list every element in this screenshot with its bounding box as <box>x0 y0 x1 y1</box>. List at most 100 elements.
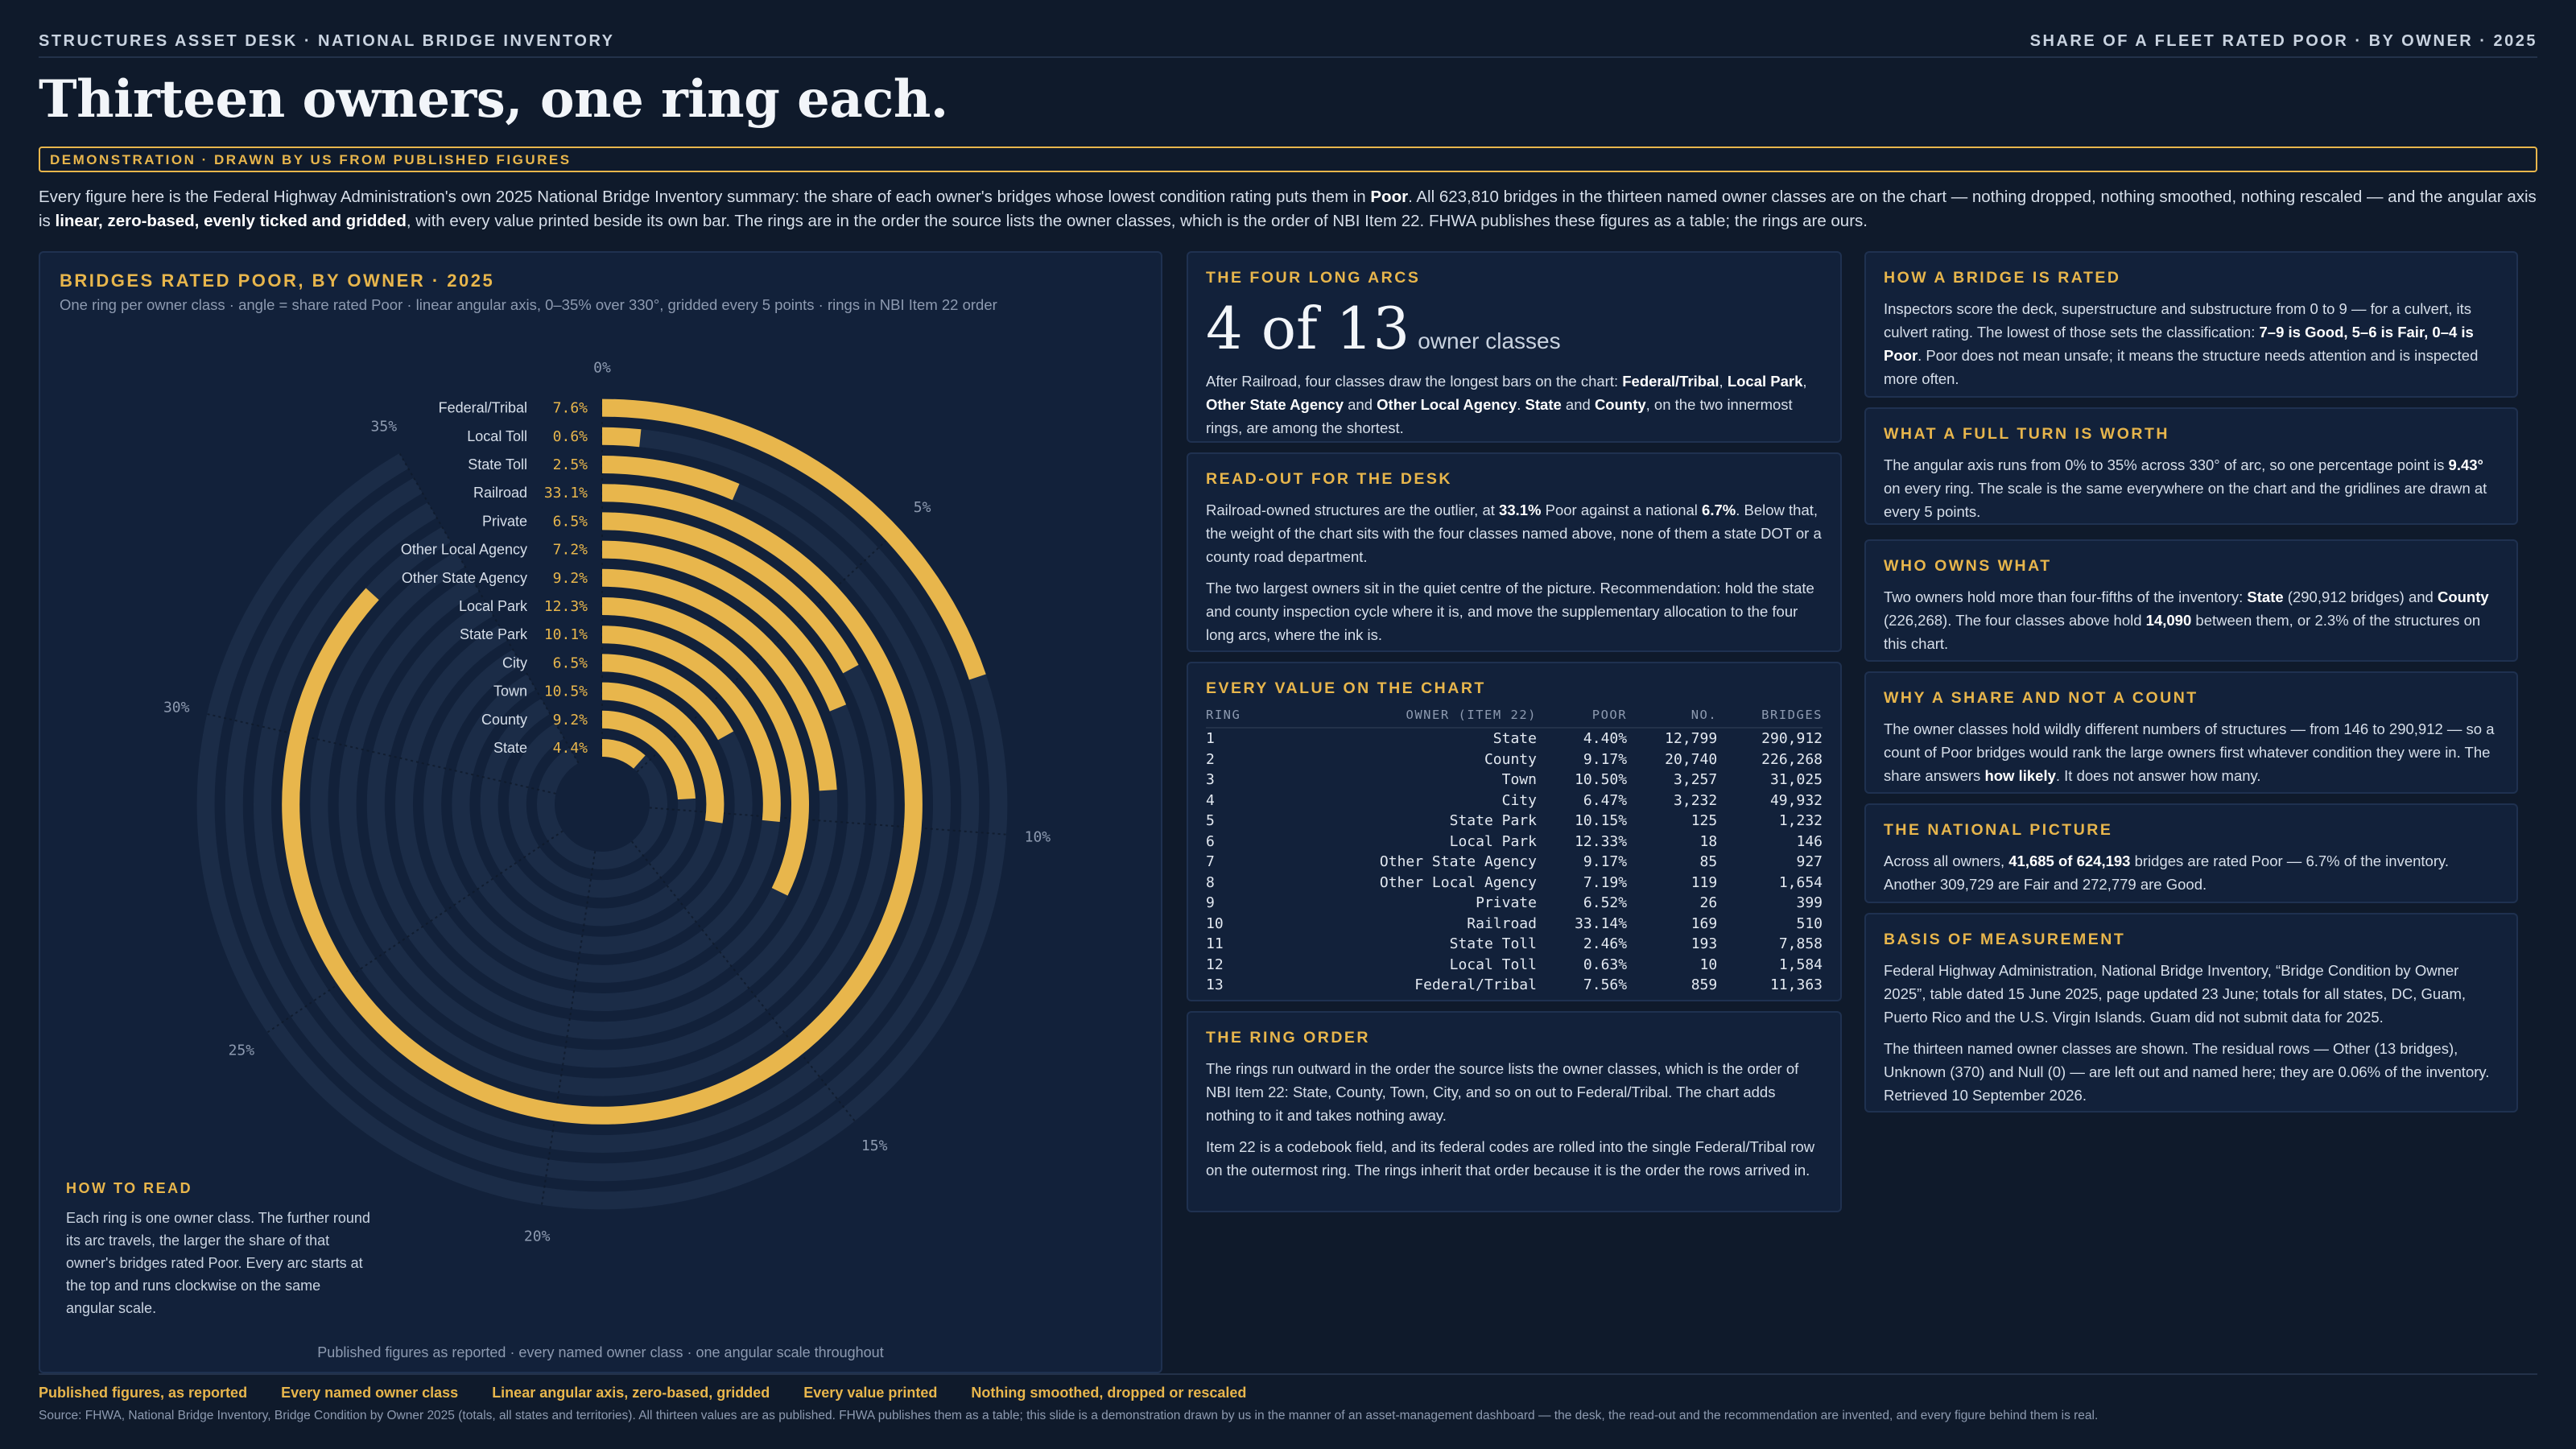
table-cell: Other State Agency <box>1379 853 1537 870</box>
table-cell: 510 <box>1796 914 1823 932</box>
card-text: The rings run outward in the order the s… <box>1206 1060 1799 1124</box>
table-cell: 859 <box>1690 976 1718 993</box>
table-row: 9 Private 6.52% 26 399 <box>1206 893 1823 914</box>
ring-value-label: 7.6% <box>553 400 588 417</box>
ring-value-label: 6.5% <box>553 654 588 671</box>
card-title: THE FOUR LONG ARCS <box>1206 269 1421 287</box>
card-text: Inspectors score the deck, superstructur… <box>1884 300 2479 387</box>
table-cell: Federal/Tribal <box>1414 976 1537 993</box>
ring-bar <box>601 456 740 501</box>
table-cell: State <box>1492 730 1537 747</box>
tag: Nothing smoothed, dropped or rescaled <box>971 1385 1247 1401</box>
card-value-table: EVERY VALUE ON THE CHART RING OWNER (ITEM… <box>1187 662 1842 1001</box>
tag: Every named owner class <box>281 1385 459 1401</box>
angular-tick-label: 25% <box>229 1042 255 1059</box>
ring-bar <box>601 739 646 770</box>
ring-category-label: Other Local Agency <box>401 542 527 558</box>
chart-title: BRIDGES RATED POOR, BY OWNER · 2025 <box>60 270 495 291</box>
card-title: THE RING ORDER <box>1206 1029 1371 1046</box>
ring-value-label: 0.6% <box>553 428 588 445</box>
ring-value-label: 10.1% <box>544 626 588 643</box>
ring-value-label: 12.3% <box>544 598 588 615</box>
ring-value-label: 2.5% <box>553 456 588 473</box>
big-number-unit: owner classes <box>1418 328 1561 353</box>
table-cell: 3 <box>1206 771 1215 788</box>
tag: Every value printed <box>803 1385 938 1401</box>
angular-tick-label: 0% <box>593 360 611 377</box>
table-row: 8 Other Local Agency 7.19% 119 1,654 <box>1206 873 1823 894</box>
table-cell: Other Local Agency <box>1379 873 1537 891</box>
card-why-share: WHY A SHARE AND NOT A COUNT The owner cl… <box>1864 671 2518 794</box>
card-text: After Railroad, four classes draw the lo… <box>1206 373 1807 436</box>
table-cell: 11,363 <box>1769 976 1823 993</box>
card-text: Two owners hold more than four-fifths of… <box>1884 588 2489 652</box>
ring-bar <box>601 682 724 824</box>
table-cell: 33.14% <box>1575 914 1628 932</box>
table-row: 13 Federal/Tribal 7.56% 859 11,363 <box>1206 975 1823 996</box>
card-text: The owner classes hold wildly different … <box>1884 720 2495 784</box>
table-cell: State Toll <box>1449 935 1537 952</box>
table-cell: 10.50% <box>1575 771 1628 788</box>
table-cell: Town <box>1501 771 1537 788</box>
ring-bar <box>601 625 781 823</box>
table-cell: 4.40% <box>1583 730 1628 747</box>
table-cell: 5 <box>1206 812 1215 829</box>
ring-bar <box>601 710 696 800</box>
card-readout: READ-OUT FOR THE DESK Railroad-owned str… <box>1187 452 1842 652</box>
table-cell: 20,740 <box>1665 750 1718 768</box>
card-title: HOW A BRIDGE IS RATED <box>1884 269 2121 287</box>
ring-category-label: County <box>481 712 527 728</box>
ring-category-label: Other State Agency <box>402 570 527 586</box>
table-cell: 8 <box>1206 873 1215 891</box>
card-title: BASIS OF MEASUREMENT <box>1884 931 2126 948</box>
table-cell: Local Toll <box>1449 956 1537 973</box>
ring-category-label: State Park <box>460 626 528 642</box>
ring-category-label: Private <box>482 513 527 529</box>
table-cell: 18 <box>1699 832 1718 850</box>
table-cell: 4 <box>1206 791 1215 809</box>
big-number-value: 4 of 13 <box>1206 295 1410 362</box>
table-cell: 290,912 <box>1761 730 1823 747</box>
angular-tick-label: 20% <box>524 1228 551 1245</box>
angular-tick-label: 30% <box>163 699 190 716</box>
ring-bar <box>601 597 809 896</box>
card-text: The thirteen named owner classes are sho… <box>1884 1040 2490 1104</box>
table-cell: 12,799 <box>1665 730 1718 747</box>
ring-category-label: Local Toll <box>467 428 527 444</box>
table-row: 5 State Park 10.15% 125 1,232 <box>1206 811 1823 832</box>
ring-bar <box>601 654 734 741</box>
table-header: OWNER (ITEM 22) <box>1265 708 1537 729</box>
table-cell: 927 <box>1796 853 1823 870</box>
top-bar: STRUCTURES ASSET DESK · NATIONAL BRIDGE … <box>39 26 2537 58</box>
ring-value-label: 9.2% <box>553 570 588 587</box>
table-cell: 31,025 <box>1769 771 1823 788</box>
slide-descriptor: SHARE OF A FLEET RATED POOR · BY OWNER ·… <box>2029 31 2537 50</box>
table-cell: 2.46% <box>1583 935 1628 952</box>
table-header: POOR <box>1536 708 1628 729</box>
ring-track <box>537 739 667 869</box>
table-cell: 85 <box>1699 853 1718 870</box>
headline: Thirteen owners, one ring each. <box>39 69 948 130</box>
ring-category-label: State Toll <box>468 456 527 473</box>
ring-bar <box>282 484 923 1125</box>
card-title: EVERY VALUE ON THE CHART <box>1206 679 1486 697</box>
ring-bar <box>601 568 837 791</box>
radial-bar-chart: State 4.4% County 9.2% Town 10.5% City 6.5% Stat… <box>163 360 1051 1245</box>
angular-tick-label: 15% <box>861 1137 888 1154</box>
table-cell: 226,268 <box>1761 750 1823 768</box>
table-cell: 1,584 <box>1778 956 1823 973</box>
values-table: RING OWNER (ITEM 22) POOR NO. BRIDGES 1 State… <box>1206 708 1823 996</box>
card-text: Railroad-owned structures are the outlie… <box>1206 502 1822 565</box>
footer-divider <box>39 1373 2537 1375</box>
ring-bar <box>601 540 847 712</box>
ring-category-label: State <box>493 740 527 756</box>
ring-value-label: 9.2% <box>553 712 588 729</box>
big-number: 4 of 13 owner classes <box>1206 297 1823 360</box>
card-title: WHAT A FULL TURN IS WORTH <box>1884 425 2169 443</box>
table-cell: State Park <box>1449 812 1537 829</box>
table-cell: 3,232 <box>1674 791 1718 809</box>
table-row: 2 County 9.17% 20,740 226,268 <box>1206 749 1823 770</box>
table-cell: County <box>1484 750 1537 768</box>
table-cell: 2 <box>1206 750 1215 768</box>
card-how-rated: HOW A BRIDGE IS RATED Inspectors score t… <box>1864 251 2518 398</box>
